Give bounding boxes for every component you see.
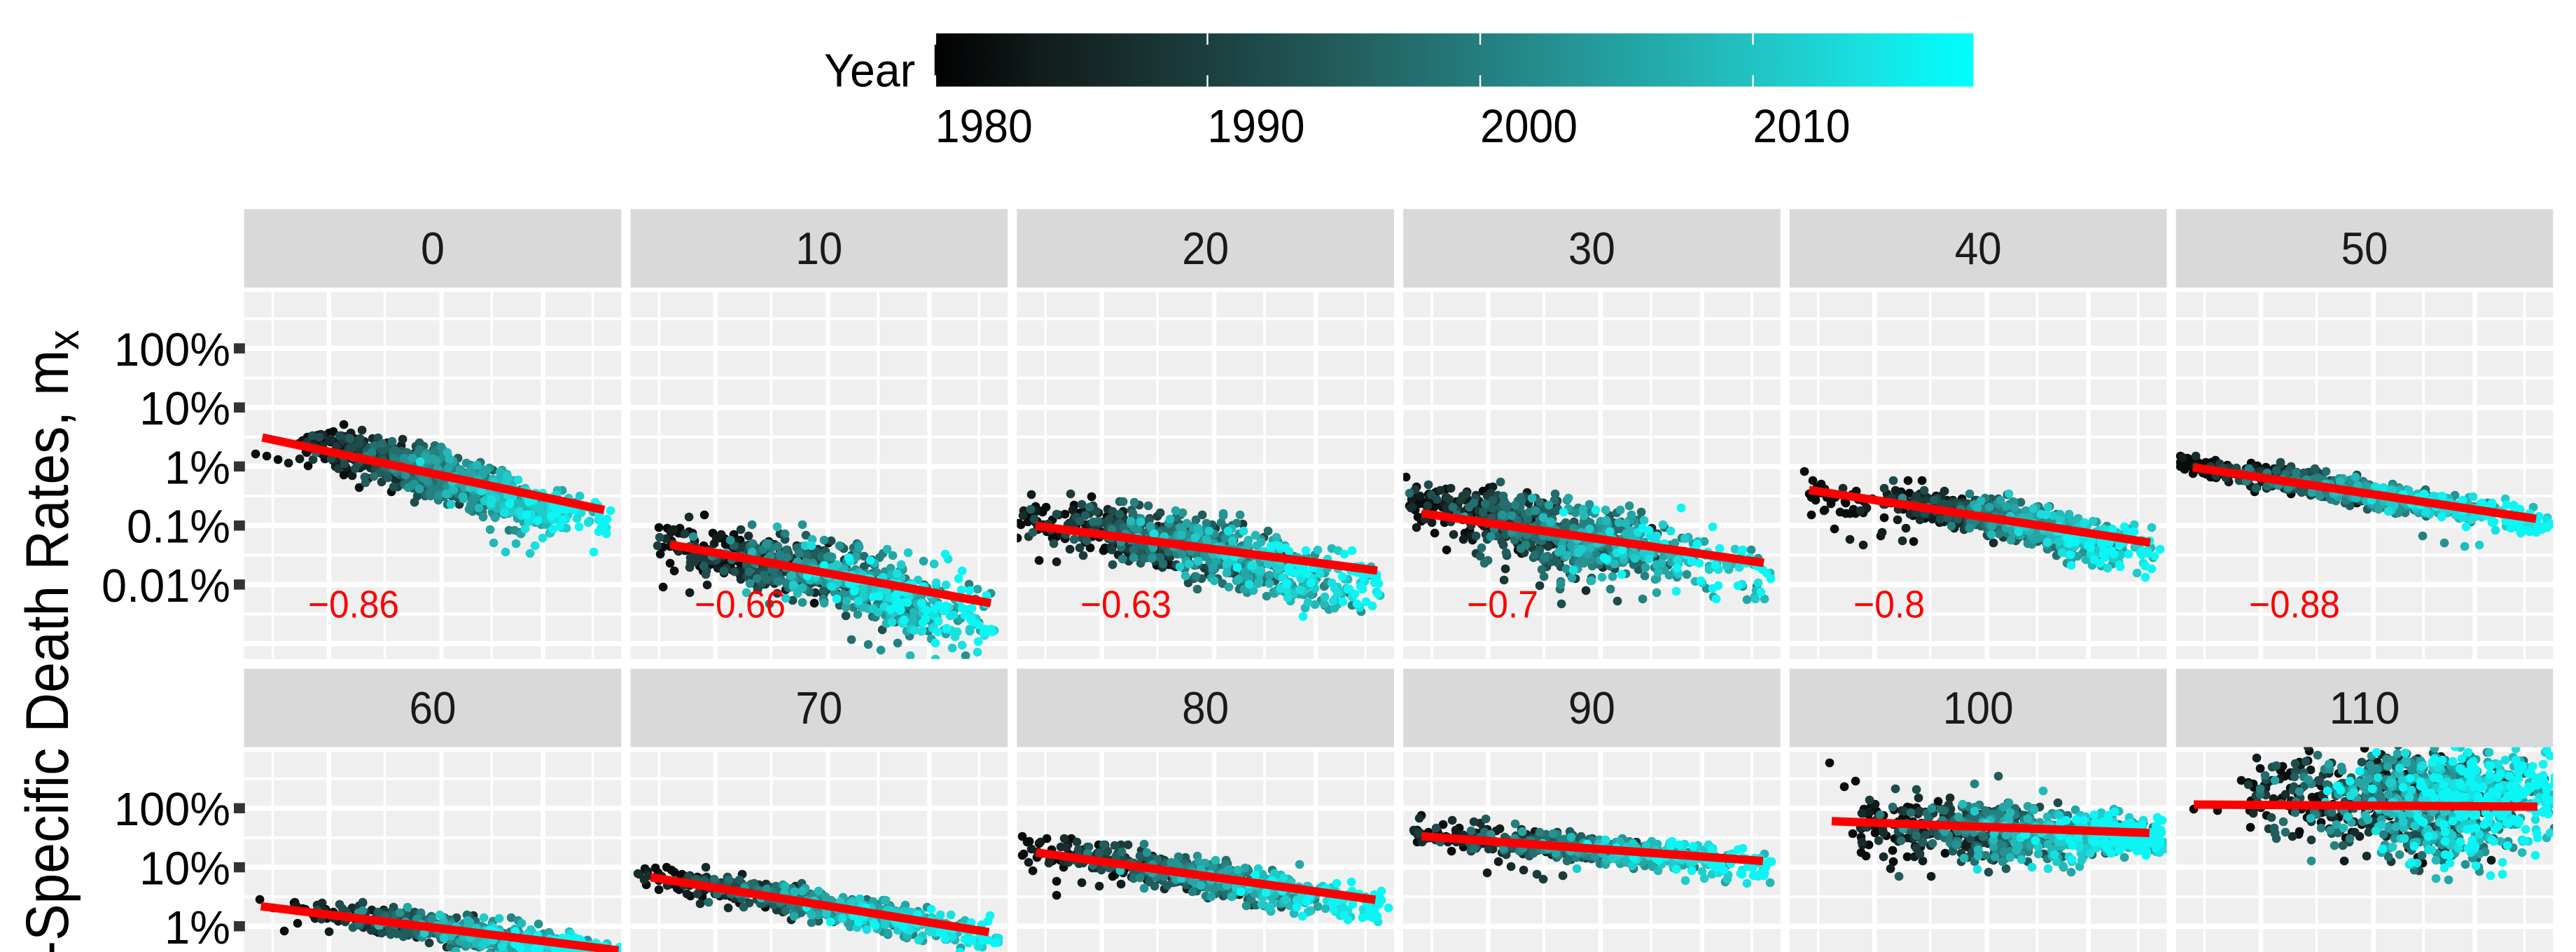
- svg-text:1%: 1%: [165, 902, 230, 952]
- svg-text:−0.66: −0.66: [695, 583, 786, 626]
- svg-text:80: 80: [1182, 682, 1229, 733]
- svg-text:0: 0: [421, 223, 445, 274]
- svg-text:10%: 10%: [139, 843, 230, 895]
- svg-text:60: 60: [410, 682, 457, 733]
- svg-text:2010: 2010: [1753, 100, 1851, 153]
- svg-text:−0.7: −0.7: [1467, 583, 1538, 626]
- svg-text:110: 110: [2330, 682, 2400, 733]
- svg-text:−0.86: −0.86: [308, 583, 399, 626]
- svg-text:0.01%: 0.01%: [102, 560, 230, 612]
- svg-text:30: 30: [1568, 223, 1615, 274]
- svg-text:10: 10: [795, 223, 842, 274]
- svg-text:1980: 1980: [935, 100, 1033, 153]
- svg-text:Age-Specific Death Rates, mx: Age-Specific Death Rates, mx: [14, 330, 88, 952]
- svg-text:10%: 10%: [139, 382, 230, 435]
- svg-text:1990: 1990: [1208, 100, 1305, 153]
- svg-text:100%: 100%: [114, 324, 230, 376]
- svg-text:Year: Year: [824, 44, 915, 97]
- svg-text:100%: 100%: [114, 783, 230, 836]
- svg-text:90: 90: [1568, 682, 1615, 733]
- svg-text:70: 70: [795, 682, 842, 733]
- svg-text:20: 20: [1182, 223, 1229, 274]
- svg-text:0.1%: 0.1%: [127, 501, 230, 553]
- svg-text:40: 40: [1955, 223, 2002, 274]
- svg-text:−0.88: −0.88: [2249, 583, 2340, 626]
- svg-text:50: 50: [2341, 223, 2388, 274]
- svg-text:−0.63: −0.63: [1080, 583, 1171, 626]
- svg-text:1%: 1%: [165, 441, 230, 494]
- svg-text:−0.8: −0.8: [1853, 583, 1925, 626]
- svg-text:2000: 2000: [1480, 100, 1578, 153]
- svg-text:100: 100: [1943, 682, 2014, 733]
